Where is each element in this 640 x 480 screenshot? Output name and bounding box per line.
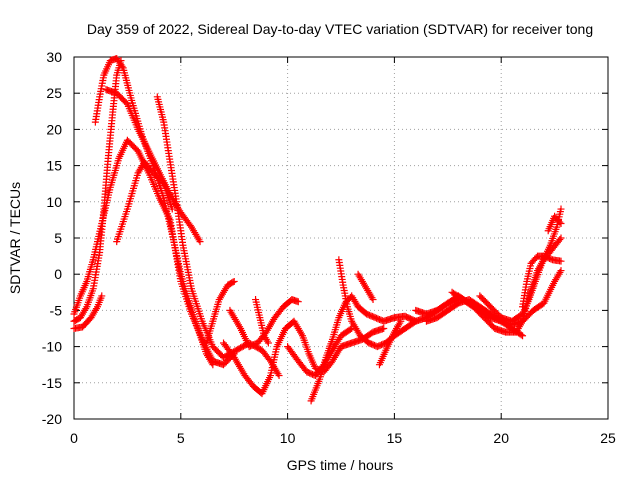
data-point	[397, 317, 405, 325]
data-point	[229, 278, 237, 286]
y-tick-label: 0	[54, 266, 62, 282]
data-point	[209, 361, 217, 369]
series-trace-11	[252, 296, 272, 347]
series-trace-21	[519, 252, 565, 311]
data-point	[557, 205, 565, 213]
y-tick-label: 25	[46, 85, 62, 101]
series-trace-8	[202, 277, 238, 347]
data-point	[275, 372, 283, 380]
data-point	[294, 298, 302, 306]
series-trace-22	[544, 212, 565, 235]
data-point	[557, 220, 565, 228]
data-point	[517, 331, 525, 339]
x-tick-label: 20	[493, 430, 509, 446]
data-point	[98, 292, 106, 300]
series-trace-9	[220, 317, 388, 398]
series-trace-1	[70, 292, 106, 332]
y-tick-label: 20	[46, 121, 62, 137]
x-tick-label: 10	[280, 430, 296, 446]
x-tick-label: 25	[600, 430, 616, 446]
x-axis-label: GPS time / hours	[287, 457, 394, 473]
series-trace-6	[113, 158, 176, 246]
data-point	[122, 99, 130, 107]
y-tick-label: 10	[46, 194, 62, 210]
data-point	[264, 339, 272, 347]
data-point	[556, 218, 564, 226]
data-point	[158, 178, 166, 186]
axis-ticks: 0 5 10 15 20 25 -20 -15 -10 -5 0 5 10 15 20 25 30	[42, 49, 616, 446]
y-tick-label: 15	[46, 158, 62, 174]
data-point	[519, 332, 527, 340]
chart-title: Day 359 of 2022, Sidereal Day-to-day VTE…	[87, 21, 593, 37]
data-point	[557, 234, 565, 242]
data-point	[230, 277, 238, 285]
y-tick-label: 30	[46, 49, 62, 65]
data-point	[380, 325, 388, 332]
series-trace-12	[284, 325, 356, 380]
series-trace-16	[375, 317, 405, 369]
y-tick-label: -20	[42, 411, 62, 427]
data-point	[346, 325, 354, 333]
data-point	[557, 267, 565, 275]
y-axis-label: SDTVAR / TECUs	[7, 182, 23, 294]
data-point	[557, 257, 565, 265]
y-tick-label: -10	[42, 339, 62, 355]
x-tick-label: 5	[177, 430, 185, 446]
series-trace-5	[102, 86, 204, 246]
data-marks	[70, 54, 565, 405]
data-point	[196, 238, 204, 246]
series-trace-15	[354, 270, 377, 304]
data-point	[117, 57, 125, 65]
grid	[74, 57, 608, 419]
x-tick-label: 15	[387, 430, 403, 446]
x-tick-label: 0	[70, 430, 78, 446]
series-trace-19	[448, 234, 565, 336]
series-trace-13	[307, 292, 420, 405]
y-tick-label: -15	[42, 375, 62, 391]
data-point	[556, 236, 564, 244]
data-point	[369, 296, 377, 304]
data-point	[168, 205, 176, 213]
y-tick-label: -5	[50, 302, 63, 318]
y-tick-label: 5	[54, 230, 62, 246]
series-trace-3	[91, 54, 217, 369]
